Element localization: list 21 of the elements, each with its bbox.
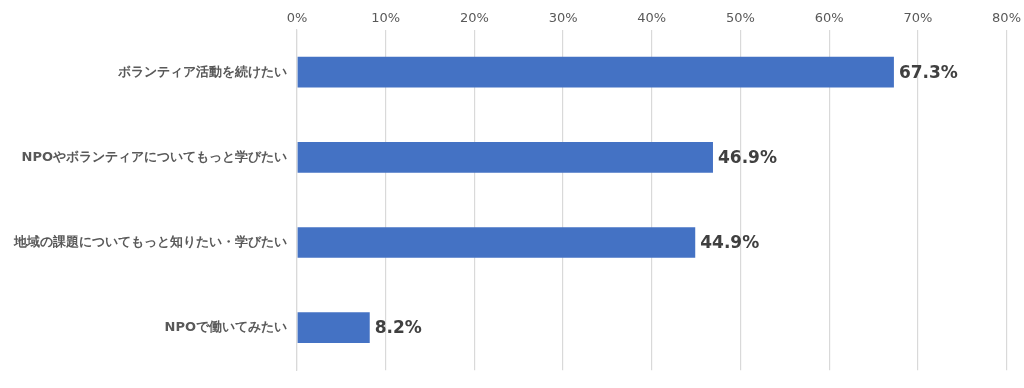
x-tick-label: 30% xyxy=(548,10,578,26)
bar xyxy=(297,312,370,343)
data-label: 46.9% xyxy=(717,146,777,167)
x-tick-label: 70% xyxy=(903,10,933,26)
x-tick-label: 0% xyxy=(286,10,308,26)
y-tick-label: NPOで働いてみたい xyxy=(164,319,287,334)
bar xyxy=(297,227,696,258)
data-label: 67.3% xyxy=(898,61,958,82)
y-tick-label: 地域の課題についてもっと知りたい・学びたい xyxy=(13,233,287,249)
x-tick-label: 40% xyxy=(637,10,667,26)
x-tick-label: 50% xyxy=(726,10,755,26)
x-tick-label: 20% xyxy=(459,10,489,26)
y-tick-label: NPOやボランティアについてもっと学びたい xyxy=(21,148,287,164)
y-tick-label: ボランティア活動を続けたい xyxy=(117,63,287,79)
x-tick-label: 10% xyxy=(371,10,401,26)
data-label: 44.9% xyxy=(700,231,760,252)
x-tick-label: 80% xyxy=(992,10,1022,26)
data-label: 8.2% xyxy=(374,317,422,338)
bar xyxy=(297,56,894,88)
bar xyxy=(297,142,713,173)
x-tick-label: 60% xyxy=(814,10,844,26)
